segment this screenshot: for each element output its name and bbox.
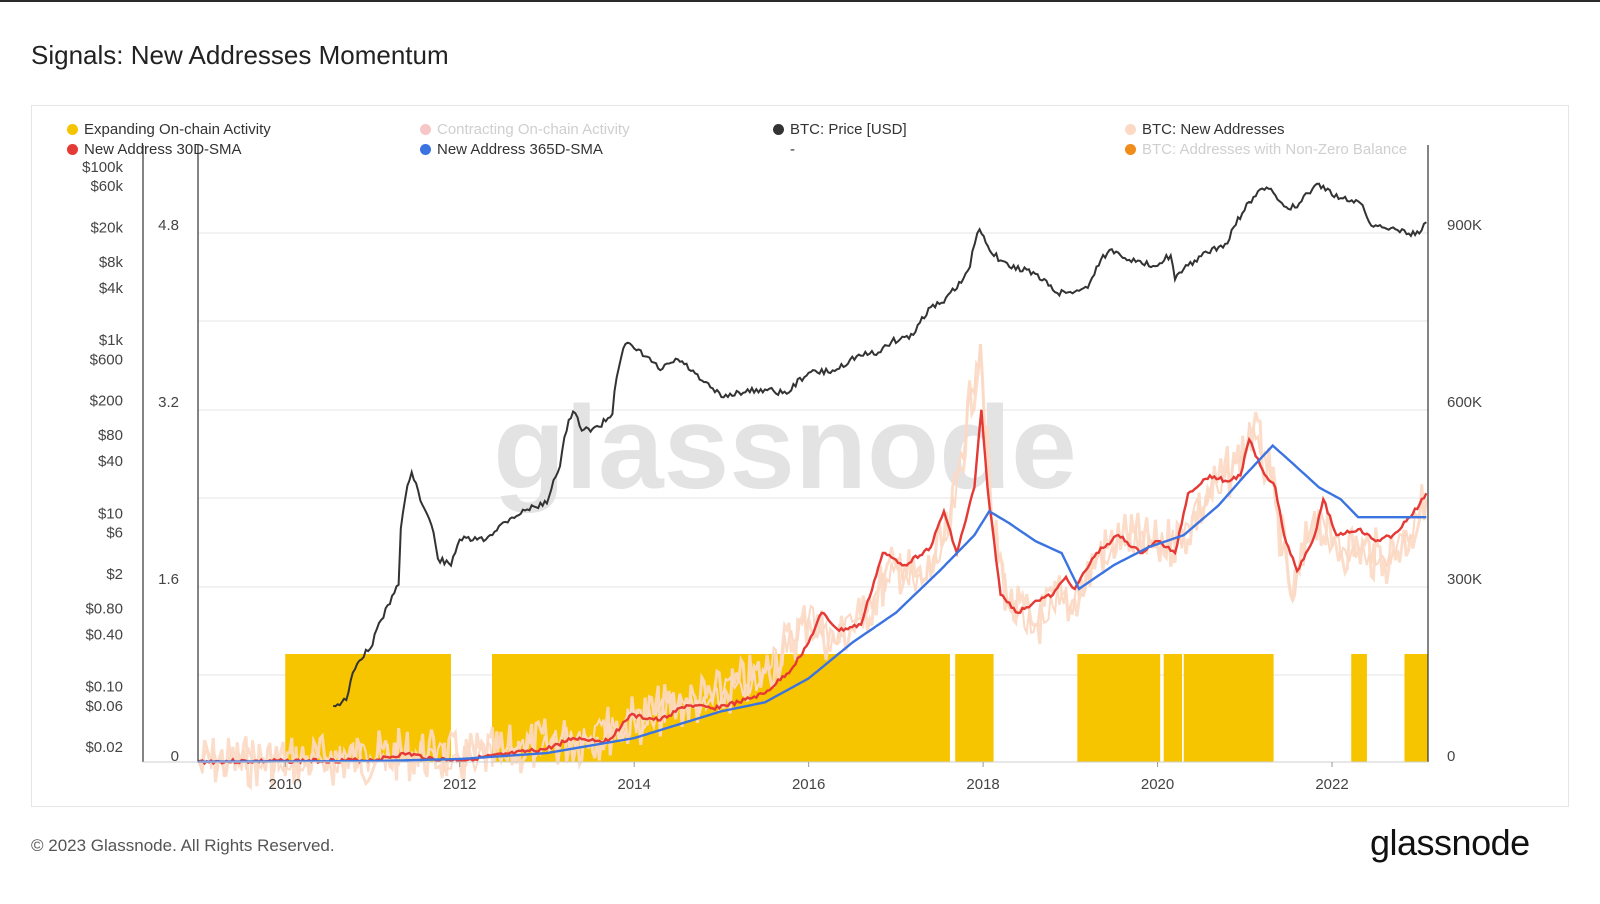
chart-title: Signals: New Addresses Momentum (31, 40, 449, 70)
x-tick-label: 2018 (966, 776, 999, 793)
legend-dot (67, 124, 78, 135)
x-tick-label: 2012 (443, 776, 476, 793)
x-tick-label: 2022 (1315, 776, 1348, 793)
legend-label: New Address 365D-SMA (437, 141, 603, 158)
right-tick-label: 300K (1447, 571, 1482, 588)
legend-dot (67, 144, 78, 155)
series-30d-sma (197, 409, 1428, 766)
price-tick-label: $1k (99, 332, 124, 349)
mid-tick-label: 4.8 (158, 217, 179, 234)
x-tick-label: 2010 (269, 776, 302, 793)
price-tick-label: $0.80 (85, 600, 123, 617)
price-tick-label: $80 (98, 427, 123, 444)
legend-item-btc-price[interactable]: BTC: Price [USD] (773, 121, 907, 138)
mid-tick-label: 3.2 (158, 394, 179, 411)
legend-dot (773, 124, 784, 135)
expanding-activity-bar (955, 654, 994, 762)
price-tick-label: $8k (99, 254, 124, 271)
price-tick-label: $100k (82, 159, 123, 176)
legend-label: Expanding On-chain Activity (84, 121, 271, 138)
legend-item-365d-sma[interactable]: New Address 365D-SMA (420, 141, 603, 158)
price-tick-label: $2 (106, 566, 123, 583)
expanding-activity-bar (1404, 654, 1428, 762)
legend-item-30d-sma[interactable]: New Address 30D-SMA (67, 141, 242, 158)
legend-label: BTC: Price [USD] (790, 121, 907, 138)
legend-item-new-addresses[interactable]: BTC: New Addresses (1125, 121, 1285, 138)
x-tick-label: 2014 (617, 776, 650, 793)
legend-label: Contracting On-chain Activity (437, 121, 630, 138)
top-border (0, 0, 1600, 2)
x-tick-label: 2016 (792, 776, 825, 793)
series-365d-sma (198, 443, 1427, 763)
price-tick-label: $0.10 (85, 679, 123, 696)
copyright-text: © 2023 Glassnode. All Rights Reserved. (31, 836, 335, 855)
mid-tick-label: 0 (171, 748, 179, 765)
legend-label: BTC: New Addresses (1142, 121, 1285, 138)
legend-item-non-zero-balance[interactable]: BTC: Addresses with Non-Zero Balance (1125, 141, 1407, 158)
price-tick-label: $10 (98, 505, 123, 522)
price-tick-label: $0.06 (85, 698, 123, 715)
legend-dot (1125, 124, 1136, 135)
mid-tick-label: 1.6 (158, 571, 179, 588)
x-tick-label: 2020 (1141, 776, 1174, 793)
legend-dot (420, 124, 431, 135)
expanding-activity-bar (1163, 654, 1182, 762)
legend-dot (1125, 144, 1136, 155)
legend-dot (420, 144, 431, 155)
legend-label: - (790, 141, 795, 158)
legend-label: BTC: Addresses with Non-Zero Balance (1142, 141, 1408, 158)
expanding-activity-bar (1183, 654, 1274, 762)
legend-item-placeholder[interactable]: - (790, 141, 795, 158)
expanding-activity-bar (285, 654, 451, 762)
expanding-activity-bar (1351, 654, 1367, 762)
price-tick-label: $60k (90, 178, 123, 195)
price-tick-label: $0.40 (85, 626, 123, 643)
series-new-addresses-band (197, 344, 1428, 778)
legend-item-expanding[interactable]: Expanding On-chain Activity (67, 121, 271, 138)
legend-label: New Address 30D-SMA (84, 141, 242, 158)
expanding-activity-bar (1077, 654, 1161, 762)
price-tick-label: $6 (106, 525, 123, 542)
glassnode-logo: glassnode (1370, 822, 1530, 863)
right-tick-label: 600K (1447, 394, 1482, 411)
series-btc-price (333, 182, 1427, 708)
price-tick-label: $20k (90, 219, 123, 236)
price-tick-label: $0.02 (85, 739, 123, 756)
price-tick-label: $600 (90, 351, 123, 368)
right-tick-label: 0 (1447, 748, 1455, 765)
chart-panel (31, 105, 1569, 807)
watermark: glassnode (493, 382, 1077, 514)
right-tick-label: 900K (1447, 217, 1482, 234)
legend-item-contracting[interactable]: Contracting On-chain Activity (420, 121, 630, 138)
price-tick-label: $4k (99, 280, 124, 297)
price-tick-label: $200 (90, 393, 123, 410)
price-tick-label: $40 (98, 453, 123, 470)
